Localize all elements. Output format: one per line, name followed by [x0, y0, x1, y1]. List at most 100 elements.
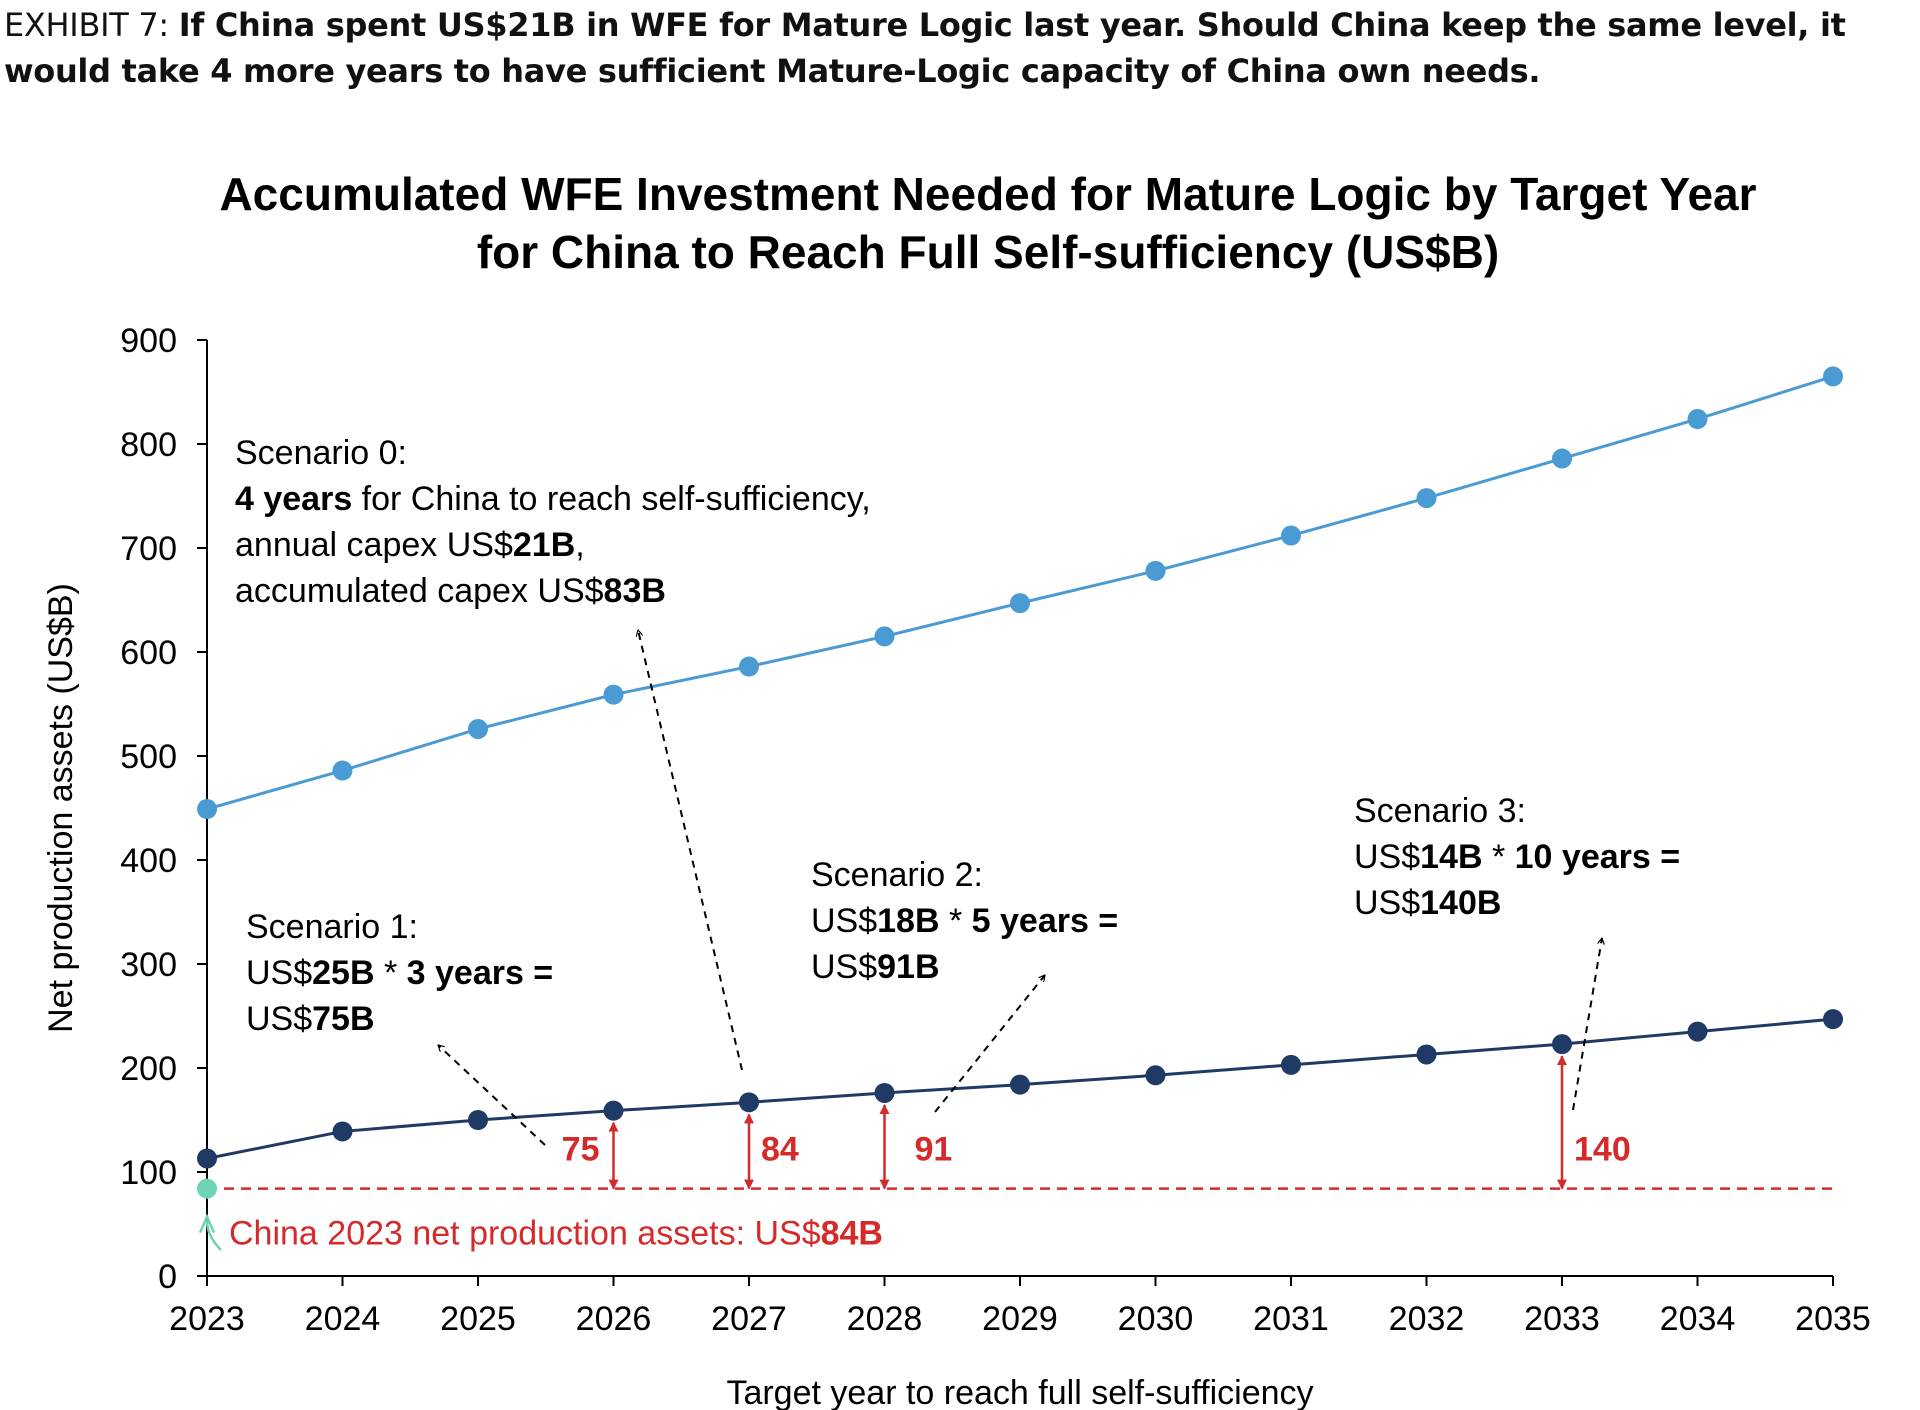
- y-tick-label: 300: [120, 946, 177, 984]
- baseline-point: [197, 1178, 217, 1199]
- x-tick-label: 2026: [576, 1300, 652, 1338]
- x-tick-label: 2031: [1253, 1300, 1329, 1338]
- series-0-point-2024: [332, 760, 353, 781]
- y-tick-label: 600: [120, 634, 177, 672]
- baseline-label-value: 84B: [821, 1215, 883, 1253]
- scenario-1-annotation: Scenario 1: US$25B * 3 years = US$75B: [246, 908, 553, 1038]
- series-1-point-2031: [1281, 1054, 1301, 1075]
- series-0-point-2027: [739, 656, 759, 677]
- exhibit-text: If China spent US$21B in WFE for Mature …: [4, 6, 1846, 90]
- x-tick-label: 2030: [1118, 1300, 1194, 1338]
- y-axis-label: Net production assets (US$B): [42, 583, 80, 1033]
- gap-label-2027: 84: [761, 1131, 799, 1169]
- scenario-2-text: Scenario 2:: [811, 856, 983, 894]
- x-tick-label: 2034: [1660, 1300, 1736, 1338]
- series-0-point-2035: [1823, 366, 1843, 387]
- y-tick-label: 0: [158, 1258, 177, 1296]
- x-axis-label: Target year to reach full self-sufficien…: [726, 1374, 1313, 1410]
- baseline-label-prefix: China 2023 net production assets: US$: [229, 1215, 821, 1253]
- series-1-point-2026: [603, 1100, 624, 1121]
- scenario-2-text: US$: [811, 902, 877, 940]
- scenario-0-annotation: Scenario 0: 4 years for China to reach se…: [235, 434, 871, 610]
- scenario-1-text: 75B: [312, 1000, 374, 1038]
- series-1-point-2029: [1010, 1074, 1030, 1095]
- scenario-1-text: Scenario 1:: [246, 908, 418, 946]
- scenario-3-text: *: [1483, 838, 1515, 876]
- x-tick-label: 2033: [1524, 1300, 1600, 1338]
- series-1-point-2033: [1552, 1034, 1572, 1055]
- series-1-point-2027: [739, 1092, 759, 1113]
- series-0-point-2033: [1552, 448, 1572, 469]
- series-0-point-2025: [468, 718, 488, 739]
- x-tick-label: 2028: [847, 1300, 923, 1338]
- scenario-3-text: US$: [1354, 838, 1420, 876]
- scenario-1-text: US$: [246, 1000, 312, 1038]
- x-tick-label: 2035: [1795, 1300, 1871, 1338]
- x-tick-label: 2032: [1389, 1300, 1465, 1338]
- y-tick-label: 100: [120, 1154, 177, 1192]
- scenario-3-text: 140B: [1420, 884, 1501, 922]
- scenario-0-text: 83B: [604, 572, 666, 610]
- x-tick-label: 2029: [982, 1300, 1058, 1338]
- scenario-1-text: 3 years =: [407, 954, 554, 992]
- scenario-2-text: 91B: [877, 948, 939, 986]
- scenario-1-text: US$: [246, 954, 312, 992]
- scenario-0-text: annual capex US$: [235, 526, 513, 564]
- y-tick-label: 200: [120, 1050, 177, 1088]
- chart-title-line-0: Accumulated WFE Investment Needed for Ma…: [219, 168, 1756, 220]
- gap-label-2028: 91: [915, 1131, 953, 1169]
- x-tick-label: 2025: [440, 1300, 516, 1338]
- scenario-1-text: *: [375, 954, 407, 992]
- scenario-3-text: US$: [1354, 884, 1420, 922]
- scenario-1-text: 25B: [312, 954, 374, 992]
- series-1-point-2025: [468, 1110, 488, 1130]
- gap-label-2026: 75: [562, 1131, 600, 1169]
- baseline-pointer-curve: [205, 1220, 222, 1251]
- scenario-3-pointer: [1572, 938, 1602, 1111]
- chart-title-line-1: for China to Reach Full Self-sufficiency…: [477, 226, 1499, 278]
- series-0-point-2034: [1687, 409, 1708, 430]
- y-tick-label: 900: [120, 322, 177, 360]
- series-1-point-2028: [874, 1082, 895, 1103]
- scenario-2-text: 18B: [877, 902, 939, 940]
- series-1-point-2034: [1687, 1021, 1708, 1042]
- y-tick-label: 400: [120, 842, 177, 880]
- series-1-point-2030: [1145, 1065, 1166, 1086]
- series-0-point-2032: [1416, 488, 1437, 509]
- scenario-3-text: 10 years =: [1515, 838, 1680, 876]
- series-0-point-2029: [1010, 593, 1030, 614]
- scenario-0-text: for China to reach self-sufficiency,: [352, 480, 870, 518]
- scenario-0-text: 21B: [513, 526, 575, 564]
- baseline-label: China 2023 net production assets: US$84B: [229, 1215, 883, 1253]
- y-tick-label: 500: [120, 738, 177, 776]
- series-0-point-2028: [874, 626, 895, 647]
- scenario-3-text: Scenario 3:: [1354, 792, 1526, 830]
- exhibit-caption: EXHIBIT 7: If China spent US$21B in WFE …: [4, 2, 1916, 94]
- series-1-point-2032: [1416, 1044, 1437, 1065]
- series-1-point-2035: [1823, 1009, 1843, 1030]
- scenario-2-text: US$: [811, 948, 877, 986]
- series-0-point-2023: [197, 799, 217, 820]
- x-tick-label: 2023: [169, 1300, 245, 1338]
- gap-label-2033: 140: [1574, 1131, 1631, 1169]
- series-1-point-2023: [197, 1148, 217, 1169]
- scenario-0-text: accumulated capex US$: [235, 572, 604, 610]
- exhibit-lead: EXHIBIT 7:: [4, 6, 179, 44]
- scenario-0-text: 4 years: [235, 480, 352, 518]
- y-tick-label: 800: [120, 426, 177, 464]
- scenario-2-text: *: [940, 902, 972, 940]
- x-tick-label: 2024: [305, 1300, 381, 1338]
- scenario-0-text: Scenario 0:: [235, 434, 407, 472]
- series-0-point-2031: [1281, 525, 1301, 546]
- series-0-point-2026: [603, 684, 624, 705]
- scenario-1-pointer: [438, 1045, 546, 1146]
- baseline-pointer-head: [198, 1213, 216, 1234]
- scenario-2-annotation: Scenario 2: US$18B * 5 years = US$91B: [811, 856, 1118, 986]
- x-tick-label: 2027: [711, 1300, 787, 1338]
- series-1-point-2024: [332, 1121, 353, 1142]
- series-0-point-2030: [1145, 560, 1166, 581]
- y-tick-label: 700: [120, 530, 177, 568]
- scenario-3-text: 14B: [1420, 838, 1482, 876]
- scenario-0-text: ,: [575, 526, 584, 564]
